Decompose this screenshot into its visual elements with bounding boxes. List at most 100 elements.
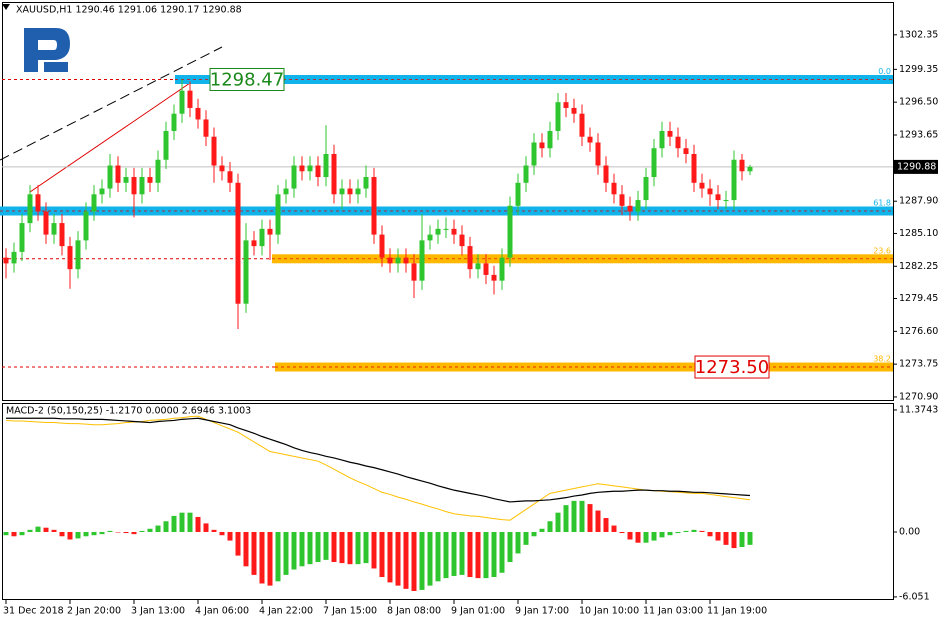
histogram-bar [379, 531, 385, 578]
candle-body [747, 166, 753, 172]
histogram-bar [555, 512, 561, 532]
x-tick-label: 2 Jan 20:00 [67, 606, 121, 617]
histogram-bar [163, 521, 169, 532]
candle-body [283, 188, 289, 195]
histogram-bar [83, 531, 89, 537]
level-label: 38.2 [873, 355, 891, 364]
histogram-bar [227, 531, 233, 541]
logo-mark [24, 28, 70, 72]
x-tick-label: 4 Jan 22:00 [259, 606, 313, 617]
histogram-bar [715, 531, 721, 541]
candle-body [483, 263, 489, 275]
x-tick-label: 11 Jan 19:00 [707, 606, 767, 617]
candle-body [123, 177, 129, 183]
candle-body [459, 234, 465, 247]
level-band [272, 254, 893, 264]
histogram-bar [275, 531, 281, 582]
candle-body [131, 177, 137, 195]
candle-body [691, 154, 697, 183]
histogram-bar [643, 531, 649, 543]
histogram-bar [67, 531, 73, 540]
candle-body [619, 194, 625, 206]
candle-body [419, 240, 425, 281]
candle-body [579, 113, 585, 137]
y-tick-label: 1293.65 [899, 130, 938, 141]
histogram-bar [371, 531, 377, 569]
histogram-bar [739, 531, 745, 548]
histogram-bar [467, 531, 473, 578]
candle-body [491, 274, 497, 281]
histogram-bar [491, 531, 497, 578]
x-tick-label: 11 Jan 03:00 [643, 606, 703, 617]
candle-body [243, 240, 249, 304]
macd-line [6, 417, 751, 503]
candle-body [227, 171, 233, 183]
candle-body [323, 154, 329, 178]
histogram-bar [387, 531, 393, 583]
histogram-bar [91, 531, 97, 536]
candle-body [539, 142, 545, 149]
histogram-bar [619, 531, 625, 534]
candle-body [547, 130, 553, 149]
y-tick-label: 1279.45 [899, 293, 938, 304]
histogram-bar [747, 531, 753, 545]
histogram-bar [483, 531, 489, 579]
candle-body [659, 130, 665, 149]
candle-body [571, 107, 577, 114]
histogram-bar [731, 531, 737, 549]
candle-body [19, 223, 25, 252]
histogram-bar [667, 531, 673, 536]
candle-body [587, 136, 593, 143]
histogram-bar [515, 531, 521, 554]
level-tag: 1298.47 [210, 69, 284, 90]
y-tick-label: -6.051 [899, 591, 930, 602]
signal-line [5, 415, 751, 521]
level-label: 61.8 [873, 199, 891, 208]
y-tick-label: 1299.35 [899, 64, 938, 75]
candle-body [83, 211, 89, 241]
y-tick-label: 1270.90 [899, 391, 938, 402]
candle-body [355, 188, 361, 195]
candle-body [651, 148, 657, 178]
histogram-bar [499, 531, 505, 573]
histogram-bar [35, 526, 41, 532]
candle-body [331, 154, 337, 195]
x-tick-label: 7 Jan 15:00 [323, 606, 377, 617]
histogram-bar [19, 531, 25, 536]
histogram-bar [547, 521, 553, 532]
histogram-bar [259, 531, 265, 584]
candle-body [51, 223, 57, 235]
histogram-bar [563, 505, 569, 532]
candle-body [643, 177, 649, 201]
candle-body [203, 119, 209, 137]
candle-body [635, 200, 641, 212]
last-price-label: 1290.88 [897, 161, 936, 172]
histogram-bar [43, 527, 49, 532]
y-tick-label: 1285.10 [899, 228, 938, 239]
logo [24, 28, 70, 72]
candle-body [563, 102, 569, 108]
logo-mark [44, 62, 68, 72]
y-tick-label: 1282.25 [899, 261, 938, 272]
candle-body [731, 159, 737, 201]
y-tick-label: 1302.35 [899, 29, 938, 40]
candle-body [59, 223, 65, 247]
histogram-bar [651, 531, 657, 541]
candle-body [3, 257, 9, 264]
histogram-bar [451, 531, 457, 576]
candle-body [251, 240, 257, 247]
histogram-bar [675, 531, 681, 534]
candle-body [91, 194, 97, 212]
menu-arrow [2, 4, 10, 10]
histogram-bar [699, 530, 705, 532]
candle-body [299, 165, 305, 172]
candle-body [155, 159, 161, 183]
histogram-bar [75, 531, 81, 539]
histogram-bar [443, 531, 449, 579]
histogram-bar [363, 531, 369, 564]
histogram-bar [435, 531, 441, 582]
candle-body [219, 165, 225, 172]
candle-body [235, 182, 241, 304]
candle-body [211, 136, 217, 166]
